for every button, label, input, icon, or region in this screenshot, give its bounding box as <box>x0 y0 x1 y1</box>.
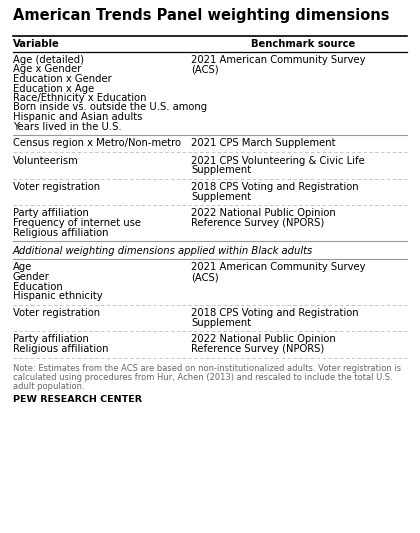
Text: Supplement: Supplement <box>191 165 251 175</box>
Text: Benchmark source: Benchmark source <box>251 39 355 49</box>
Text: PEW RESEARCH CENTER: PEW RESEARCH CENTER <box>13 395 142 404</box>
Text: 2021 CPS March Supplement: 2021 CPS March Supplement <box>191 139 336 149</box>
Text: Education: Education <box>13 281 62 292</box>
Text: Age x Gender: Age x Gender <box>13 64 81 75</box>
Text: Variable: Variable <box>13 39 59 49</box>
Text: Voter registration: Voter registration <box>13 308 100 318</box>
Text: American Trends Panel weighting dimensions: American Trends Panel weighting dimensio… <box>13 8 389 23</box>
Text: Religious affiliation: Religious affiliation <box>13 344 108 354</box>
Text: Education x Gender: Education x Gender <box>13 74 111 84</box>
Text: Note: Estimates from the ACS are based on non-institutionalized adults. Voter re: Note: Estimates from the ACS are based o… <box>13 364 401 373</box>
Text: Race/Ethnicity x Education: Race/Ethnicity x Education <box>13 93 146 103</box>
Text: (ACS): (ACS) <box>191 64 219 75</box>
Text: Religious affiliation: Religious affiliation <box>13 228 108 238</box>
Text: adult population.: adult population. <box>13 382 84 391</box>
Text: 2018 CPS Voting and Registration: 2018 CPS Voting and Registration <box>191 308 359 318</box>
Text: (ACS): (ACS) <box>191 272 219 282</box>
Text: Reference Survey (NPORS): Reference Survey (NPORS) <box>191 218 324 228</box>
Text: Party affiliation: Party affiliation <box>13 208 89 219</box>
Text: Party affiliation: Party affiliation <box>13 335 89 344</box>
Text: calculated using procedures from Hur, Achen (2013) and rescaled to include the t: calculated using procedures from Hur, Ac… <box>13 373 392 382</box>
Text: Education x Age: Education x Age <box>13 84 94 93</box>
Text: Frequency of internet use: Frequency of internet use <box>13 218 141 228</box>
Text: Born inside vs. outside the U.S. among: Born inside vs. outside the U.S. among <box>13 102 207 112</box>
Text: Supplement: Supplement <box>191 318 251 327</box>
Text: Age (detailed): Age (detailed) <box>13 55 84 65</box>
Text: Reference Survey (NPORS): Reference Survey (NPORS) <box>191 344 324 354</box>
Text: Years lived in the U.S.: Years lived in the U.S. <box>13 122 121 132</box>
Text: 2021 American Community Survey: 2021 American Community Survey <box>191 262 365 272</box>
Text: 2022 National Public Opinion: 2022 National Public Opinion <box>191 335 336 344</box>
Text: 2022 National Public Opinion: 2022 National Public Opinion <box>191 208 336 219</box>
Text: Gender: Gender <box>13 272 50 282</box>
Text: Voter registration: Voter registration <box>13 182 100 192</box>
Text: 2021 CPS Volunteering & Civic Life: 2021 CPS Volunteering & Civic Life <box>191 156 365 166</box>
Text: Hispanic and Asian adults: Hispanic and Asian adults <box>13 112 142 122</box>
Text: Volunteerism: Volunteerism <box>13 156 79 166</box>
Text: Census region x Metro/Non-metro: Census region x Metro/Non-metro <box>13 139 181 149</box>
Text: Age: Age <box>13 262 32 272</box>
Text: Additional weighting dimensions applied within Black adults: Additional weighting dimensions applied … <box>13 246 313 255</box>
Text: 2021 American Community Survey: 2021 American Community Survey <box>191 55 365 65</box>
Text: Hispanic ethnicity: Hispanic ethnicity <box>13 291 102 301</box>
Text: 2018 CPS Voting and Registration: 2018 CPS Voting and Registration <box>191 182 359 192</box>
Text: Supplement: Supplement <box>191 191 251 201</box>
